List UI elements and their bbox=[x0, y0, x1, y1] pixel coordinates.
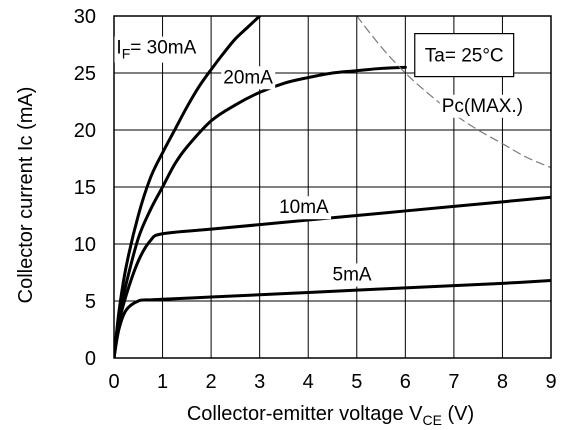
x-tick-label: 1 bbox=[157, 371, 168, 393]
y-tick-label: 30 bbox=[74, 6, 96, 28]
x-tick-label: 5 bbox=[351, 371, 362, 393]
series-label-0: IF= 30mA bbox=[116, 38, 196, 62]
series-label-bg bbox=[277, 196, 332, 220]
series-label-bg bbox=[439, 94, 526, 118]
x-tick-label: 2 bbox=[206, 371, 217, 393]
x-axis-title-main: Collector-emitter voltage V bbox=[187, 403, 423, 425]
series-label-2: 10mA bbox=[279, 197, 329, 218]
condition-label: Ta= 25°C bbox=[425, 46, 504, 67]
x-tick-label: 0 bbox=[108, 371, 119, 393]
x-tick-label: 3 bbox=[254, 371, 265, 393]
series-label-bg bbox=[221, 66, 276, 90]
x-tick-label: 8 bbox=[497, 371, 508, 393]
series-line-1 bbox=[114, 65, 407, 358]
series-layer bbox=[114, 16, 551, 358]
y-axis-title: Collector current Ic (mA) bbox=[15, 87, 37, 304]
series-label-bg bbox=[114, 36, 199, 63]
x-axis-title-sub: CE bbox=[422, 412, 441, 428]
series-label-4: Pc(MAX.) bbox=[442, 96, 523, 117]
y-tick-label: 10 bbox=[74, 234, 96, 256]
x-tick-label: 4 bbox=[303, 371, 314, 393]
y-tick-label: 15 bbox=[74, 177, 96, 199]
series-label-bg bbox=[330, 263, 374, 287]
x-axis-title-unit: (V) bbox=[442, 403, 474, 425]
plot-frame bbox=[113, 15, 552, 359]
y-tick-label: 5 bbox=[85, 291, 96, 313]
y-tick-label: 25 bbox=[74, 63, 96, 85]
x-tick-label: 7 bbox=[448, 371, 459, 393]
series-label-1: 20mA bbox=[223, 67, 273, 88]
x-tick-label: 6 bbox=[400, 371, 411, 393]
tick-layer: 0 1 2 3 4 5 6 7 8 9 0 5 10 15 20 25 30 bbox=[74, 6, 557, 393]
y-tick-label: 20 bbox=[74, 120, 96, 142]
x-tick-label: 9 bbox=[545, 371, 556, 393]
series-line-2 bbox=[114, 195, 551, 358]
x-axis-title: Collector-emitter voltage VCE (V) bbox=[187, 403, 474, 428]
y-tick-label: 0 bbox=[85, 348, 96, 370]
annot-layer: IF= 30mA 20mA 10mA 5mA Pc(MAX.) bbox=[114, 36, 526, 287]
condition-box bbox=[414, 32, 515, 78]
series-line-0 bbox=[114, 16, 262, 358]
series-label-3: 5mA bbox=[333, 264, 372, 285]
series-line-3 bbox=[114, 278, 551, 358]
